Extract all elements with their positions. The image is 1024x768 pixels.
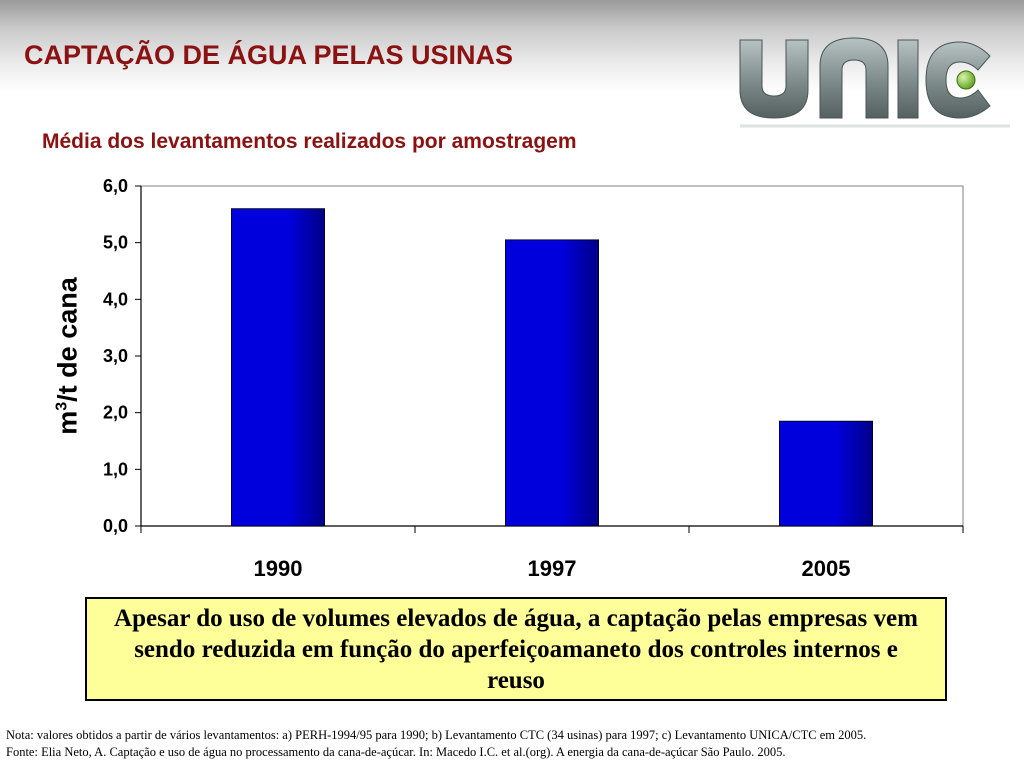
logo-dot [956,70,976,90]
bar-1990 [231,208,325,527]
x-axis-labels: 1990 1997 2005 [140,526,964,581]
unica-logo [739,37,1010,128]
callout-text: Apesar do uso de volumes elevados de águ… [114,604,918,694]
y-tick-label: 0,0 [103,516,128,536]
y-axis-label-box: m3/t de cana [28,262,108,450]
y-tick-label: 3,0 [103,346,128,366]
y-tick-label: 2,0 [103,403,128,423]
y-tick-label: 1,0 [103,459,128,479]
x-category-label: 1997 [528,556,577,581]
y-tick-label: 4,0 [103,289,128,309]
callout-box: Apesar do uso de volumes elevados de águ… [85,597,947,701]
chart-subtitle: Média dos levantamentos realizados por a… [42,130,577,153]
slide-title: CAPTAÇÃO DE ÁGUA PELAS USINAS [24,40,514,70]
y-axis-ticks: 0,0 1,0 2,0 3,0 4,0 5,0 6,0 [103,176,141,536]
footnote-source: Fonte: Elia Neto, A. Captação e uso de á… [6,745,786,759]
bar-2005 [779,420,873,527]
x-category-label: 2005 [802,556,851,581]
logo-letters [739,37,991,119]
y-axis-label: m3/t de cana [52,277,83,435]
footnote-note: Nota: valores obtidos a partir de vários… [6,728,867,742]
y-tick-label: 5,0 [103,233,128,253]
bar-1997 [505,239,599,527]
bars [231,208,873,527]
footnotes: Nota: valores obtidos a partir de vários… [6,727,1018,761]
bar-chart: 0,0 1,0 2,0 3,0 4,0 5,0 6,0 1990 1997 2005 [103,176,964,581]
x-category-label: 1990 [254,556,303,581]
y-tick-label: 6,0 [103,176,128,196]
